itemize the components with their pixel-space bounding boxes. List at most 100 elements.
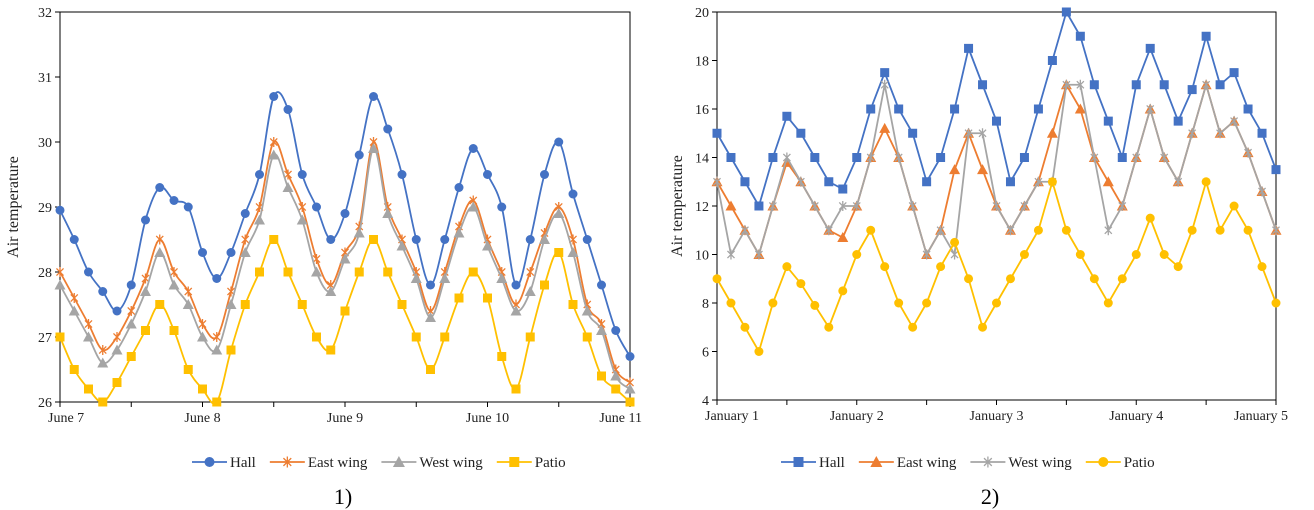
data-point (1033, 225, 1043, 235)
data-point (170, 267, 178, 277)
data-point (1145, 43, 1155, 53)
legend-marker (509, 457, 520, 467)
data-point (1117, 274, 1127, 284)
series-west-wing (54, 143, 636, 394)
data-point (55, 332, 65, 342)
x-tick-label: January 2 (830, 409, 884, 424)
data-point (297, 170, 307, 179)
data-point (169, 196, 179, 205)
data-point (511, 280, 521, 290)
data-point (326, 235, 336, 244)
data-point (754, 201, 764, 211)
data-point (782, 262, 792, 272)
data-point (283, 105, 293, 114)
data-point (1216, 128, 1225, 139)
data-point (908, 322, 918, 332)
data-point (625, 352, 635, 361)
data-point (155, 183, 165, 192)
data-point (796, 176, 805, 187)
y-tick-label: 14 (695, 152, 709, 167)
data-point (880, 262, 890, 272)
data-point (269, 92, 279, 101)
data-point (98, 345, 107, 355)
data-point (754, 347, 764, 356)
data-point (1089, 80, 1099, 90)
data-point (1034, 176, 1043, 187)
data-point (382, 208, 394, 218)
data-point (1187, 85, 1197, 95)
data-point (936, 262, 946, 272)
data-point (383, 124, 393, 134)
data-point (1258, 186, 1267, 197)
data-point (880, 79, 889, 90)
data-point (127, 306, 136, 316)
data-point (553, 208, 565, 218)
data-point (581, 305, 593, 316)
data-point (740, 225, 749, 236)
data-point (84, 267, 93, 277)
data-point (554, 137, 564, 147)
data-point (1215, 225, 1225, 235)
data-point (126, 280, 136, 290)
data-point (1075, 250, 1085, 259)
data-point (782, 152, 791, 163)
data-point (567, 247, 579, 257)
data-point (426, 280, 435, 290)
data-point (1146, 104, 1155, 114)
data-point (211, 344, 223, 355)
data-point (155, 300, 165, 309)
data-point (1047, 177, 1057, 187)
data-point (1271, 298, 1281, 308)
data-point (483, 293, 492, 303)
data-point (540, 170, 549, 179)
data-point (992, 298, 1001, 308)
data-point (113, 332, 121, 342)
data-point (610, 370, 622, 381)
series-hall (712, 7, 1281, 211)
data-point (977, 164, 989, 175)
data-point (950, 104, 960, 114)
data-point (482, 240, 493, 251)
data-point (852, 250, 862, 259)
series-line (59, 238, 631, 405)
data-point (908, 201, 917, 211)
data-point (141, 326, 150, 335)
data-point (353, 227, 365, 238)
data-point (1074, 103, 1086, 114)
data-point (782, 111, 792, 121)
y-tick-label: 20 (695, 6, 709, 21)
data-point (624, 383, 636, 394)
legend-label: West wing (419, 455, 483, 471)
data-point (554, 248, 564, 257)
data-point (198, 248, 207, 257)
panel-label-2: 2) (981, 484, 999, 509)
data-point (354, 150, 364, 160)
data-point (296, 214, 308, 225)
data-point (1257, 262, 1267, 272)
data-point (312, 202, 321, 212)
data-point (768, 201, 777, 211)
data-point (1075, 31, 1085, 41)
data-point (239, 247, 251, 257)
y-tick-label: 28 (38, 266, 52, 281)
data-point (1159, 80, 1169, 90)
data-point (768, 153, 778, 162)
legend-label: Hall (819, 455, 845, 471)
data-point (397, 300, 407, 309)
y-tick-label: 30 (38, 136, 52, 151)
data-point (1089, 274, 1099, 284)
data-point (964, 128, 973, 139)
data-point (169, 326, 179, 335)
data-point (98, 287, 108, 296)
data-point (297, 300, 307, 309)
y-tick-label: 32 (38, 6, 52, 21)
data-point (497, 202, 507, 212)
data-point (1047, 56, 1057, 65)
data-point (396, 240, 408, 251)
data-point (1132, 152, 1141, 163)
data-point (240, 209, 250, 218)
data-point (922, 249, 931, 260)
data-point (852, 153, 862, 162)
data-point (1103, 298, 1113, 308)
data-point (97, 357, 109, 368)
